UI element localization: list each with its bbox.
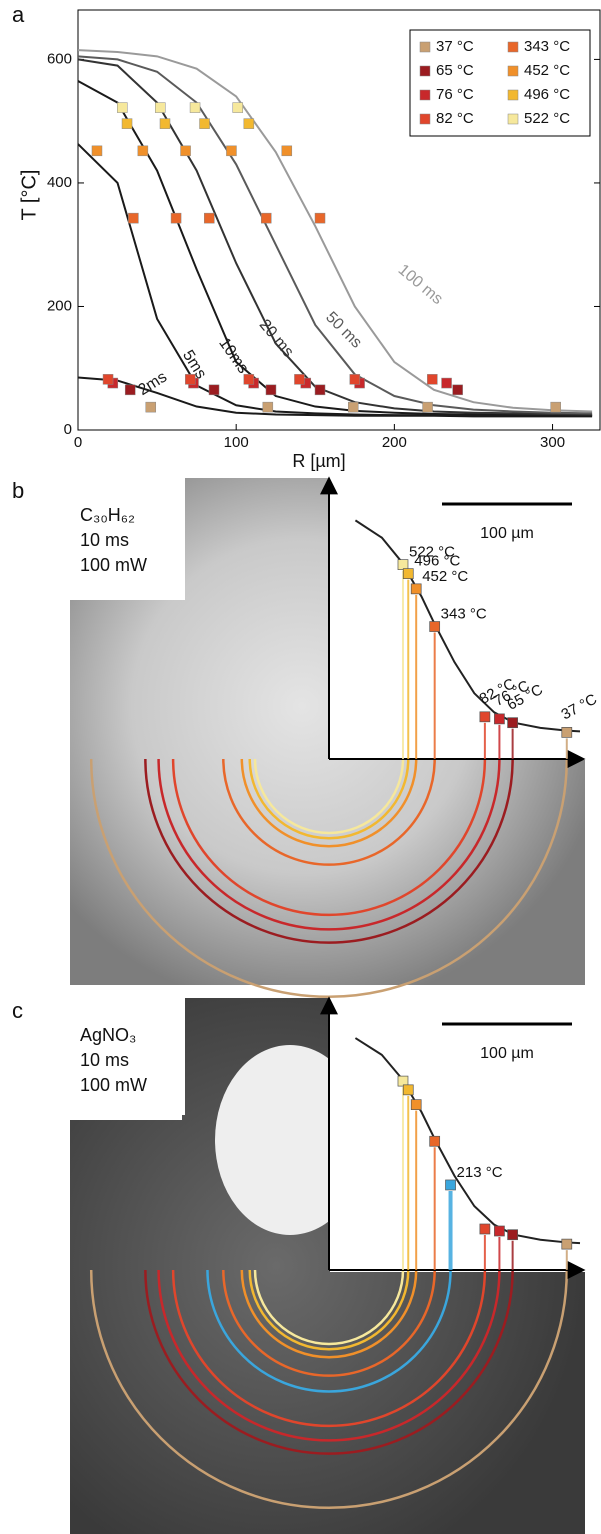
legend-label: 76 °C (436, 86, 474, 103)
legend-swatch (420, 114, 430, 124)
x-tick-label: 200 (382, 434, 407, 451)
marker (348, 402, 358, 412)
y-tick-label: 200 (47, 297, 72, 314)
curve-label: 10ms (215, 335, 251, 377)
legend-label: 65 °C (436, 62, 474, 79)
marker (562, 1239, 572, 1249)
marker (494, 1226, 504, 1236)
legend-swatch (508, 90, 518, 100)
legend-swatch (420, 66, 430, 76)
marker (508, 718, 518, 728)
legend-label: 452 °C (524, 62, 570, 79)
legend-label: 522 °C (524, 110, 570, 127)
marker (423, 402, 433, 412)
scale-bar-label: 100 µm (480, 1045, 534, 1062)
marker (350, 374, 360, 384)
duration: 10 ms (80, 1050, 129, 1070)
value-label: 452 °C (422, 568, 468, 585)
marker (430, 622, 440, 632)
marker (244, 119, 254, 129)
marker (181, 146, 191, 156)
value-label: 343 °C (441, 606, 487, 623)
marker (430, 1136, 440, 1146)
marker (282, 146, 292, 156)
marker (185, 374, 195, 384)
marker (209, 385, 219, 395)
y-tick-label: 400 (47, 174, 72, 191)
marker (315, 213, 325, 223)
marker (128, 213, 138, 223)
legend-swatch (508, 114, 518, 124)
marker (480, 712, 490, 722)
sample: C₃₀H₆₂ (80, 505, 135, 525)
marker (146, 402, 156, 412)
marker (446, 1180, 456, 1190)
marker (125, 385, 135, 395)
marker (315, 385, 325, 395)
inset-backdrop (329, 998, 594, 1270)
marker (204, 213, 214, 223)
marker (160, 119, 170, 129)
x-tick-label: 0 (74, 434, 82, 451)
marker (427, 374, 437, 384)
legend-swatch (420, 90, 430, 100)
marker (398, 560, 408, 570)
sample: AgNO₃ (80, 1025, 136, 1045)
marker (403, 569, 413, 579)
legend-label: 343 °C (524, 38, 570, 55)
y-tick-label: 0 (64, 421, 72, 438)
power: 100 mW (80, 555, 147, 575)
marker (562, 727, 572, 737)
x-tick-label: 300 (540, 434, 565, 451)
marker (403, 1085, 413, 1095)
y-tick-label: 600 (47, 50, 72, 67)
curve-label: 2ms (135, 369, 170, 399)
legend-label: 82 °C (436, 110, 474, 127)
marker (226, 146, 236, 156)
marker (244, 374, 254, 384)
marker (442, 378, 452, 388)
legend-label: 37 °C (436, 38, 474, 55)
marker (171, 213, 181, 223)
marker (411, 1100, 421, 1110)
panel-label: b (12, 478, 24, 503)
marker (92, 146, 102, 156)
marker (190, 103, 200, 113)
marker (263, 402, 273, 412)
figure: a01002003000200400600R [µm]T [°C]2ms5ms1… (0, 0, 601, 1534)
marker (138, 146, 148, 156)
panel-label: a (12, 2, 25, 27)
marker (294, 374, 304, 384)
marker (155, 103, 165, 113)
x-tick-label: 100 (224, 434, 249, 451)
marker (233, 103, 243, 113)
marker (494, 714, 504, 724)
marker (122, 119, 132, 129)
x-axis-label: R [µm] (292, 451, 345, 471)
marker (261, 213, 271, 223)
marker (200, 119, 210, 129)
legend-swatch (508, 42, 518, 52)
panel-label: c (12, 998, 23, 1023)
marker (266, 385, 276, 395)
marker (551, 402, 561, 412)
curve-label: 100 ms (395, 261, 446, 308)
marker (103, 374, 113, 384)
marker (480, 1224, 490, 1234)
y-axis-label: T [°C] (18, 170, 40, 221)
curve-label: 50 ms (322, 309, 365, 352)
power: 100 mW (80, 1075, 147, 1095)
legend-swatch (420, 42, 430, 52)
marker (117, 103, 127, 113)
value-label: 213 °C (457, 1164, 503, 1181)
marker (508, 1230, 518, 1240)
duration: 10 ms (80, 530, 129, 550)
legend-label: 496 °C (524, 86, 570, 103)
marker (453, 385, 463, 395)
marker (411, 584, 421, 594)
scale-bar-label: 100 µm (480, 525, 534, 542)
legend-swatch (508, 66, 518, 76)
curve-label: 20 ms (256, 316, 297, 360)
